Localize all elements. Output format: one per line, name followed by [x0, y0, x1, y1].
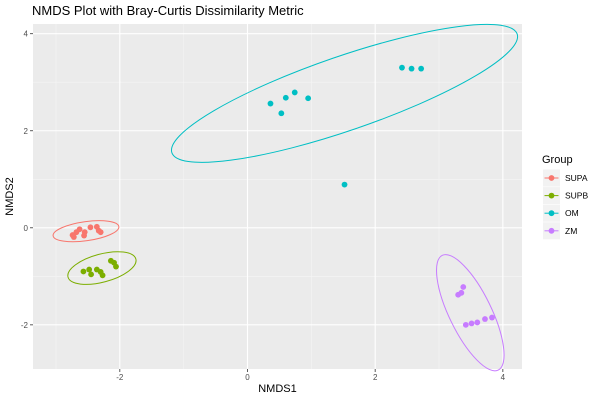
point-supb	[80, 268, 87, 275]
point-om	[418, 65, 425, 72]
y-tick-label: 4	[24, 30, 29, 39]
legend: Group SUPA SUPB OM ZM	[542, 154, 588, 240]
x-axis-label: NMDS1	[258, 383, 297, 395]
y-tick-label: 0	[24, 224, 29, 233]
point-zm	[460, 284, 467, 290]
legend-label-supa: SUPA	[565, 173, 588, 183]
point-om	[399, 64, 405, 71]
point-supb	[113, 263, 119, 270]
point-supb	[88, 271, 94, 278]
plot-panel	[33, 24, 522, 369]
group-points	[69, 64, 495, 328]
point-zm	[489, 314, 495, 321]
x-axis-ticks: -2 0 2 4	[116, 369, 506, 382]
point-zm	[474, 319, 481, 326]
point-om	[341, 181, 348, 188]
legend-label-zm: ZM	[565, 226, 577, 236]
point-om	[282, 94, 289, 101]
y-tick-label: -2	[21, 321, 29, 330]
grid-major	[33, 24, 522, 369]
x-tick-label: -2	[116, 373, 124, 382]
point-supa	[87, 224, 94, 231]
grid-minor	[33, 24, 522, 369]
ellipse-supa	[52, 220, 120, 243]
point-om	[278, 110, 285, 117]
legend-label-supb: SUPB	[565, 191, 588, 201]
legend-point-om	[548, 210, 555, 217]
legend-point-supb	[548, 192, 555, 199]
legend-title: Group	[542, 154, 573, 166]
point-supb	[99, 272, 106, 279]
point-om	[305, 95, 312, 102]
point-zm	[458, 289, 465, 296]
point-zm	[482, 316, 488, 322]
point-supa	[70, 234, 77, 240]
x-tick-label: 4	[501, 373, 506, 382]
legend-point-supa	[548, 175, 555, 181]
chart-title: NMDS Plot with Bray-Curtis Dissimilarity…	[32, 3, 304, 18]
point-supa	[97, 229, 104, 236]
x-tick-label: 2	[373, 373, 378, 382]
point-om	[291, 89, 298, 96]
ellipse-zm	[436, 254, 505, 372]
point-om	[267, 100, 274, 107]
legend-label-om: OM	[565, 208, 579, 218]
point-zm	[462, 321, 469, 328]
x-tick-label: 0	[245, 373, 250, 382]
y-tick-label: 2	[24, 127, 29, 136]
point-supa	[81, 232, 87, 239]
point-om	[408, 65, 415, 72]
ellipse-om	[170, 23, 519, 163]
group-ellipses	[52, 23, 519, 372]
point-supb	[86, 266, 93, 273]
ellipse-supb	[67, 251, 137, 285]
point-zm	[468, 320, 475, 327]
y-axis-ticks: -2 0 2 4	[21, 30, 33, 330]
y-axis-label: NMDS2	[4, 177, 16, 216]
legend-point-zm	[548, 227, 555, 234]
